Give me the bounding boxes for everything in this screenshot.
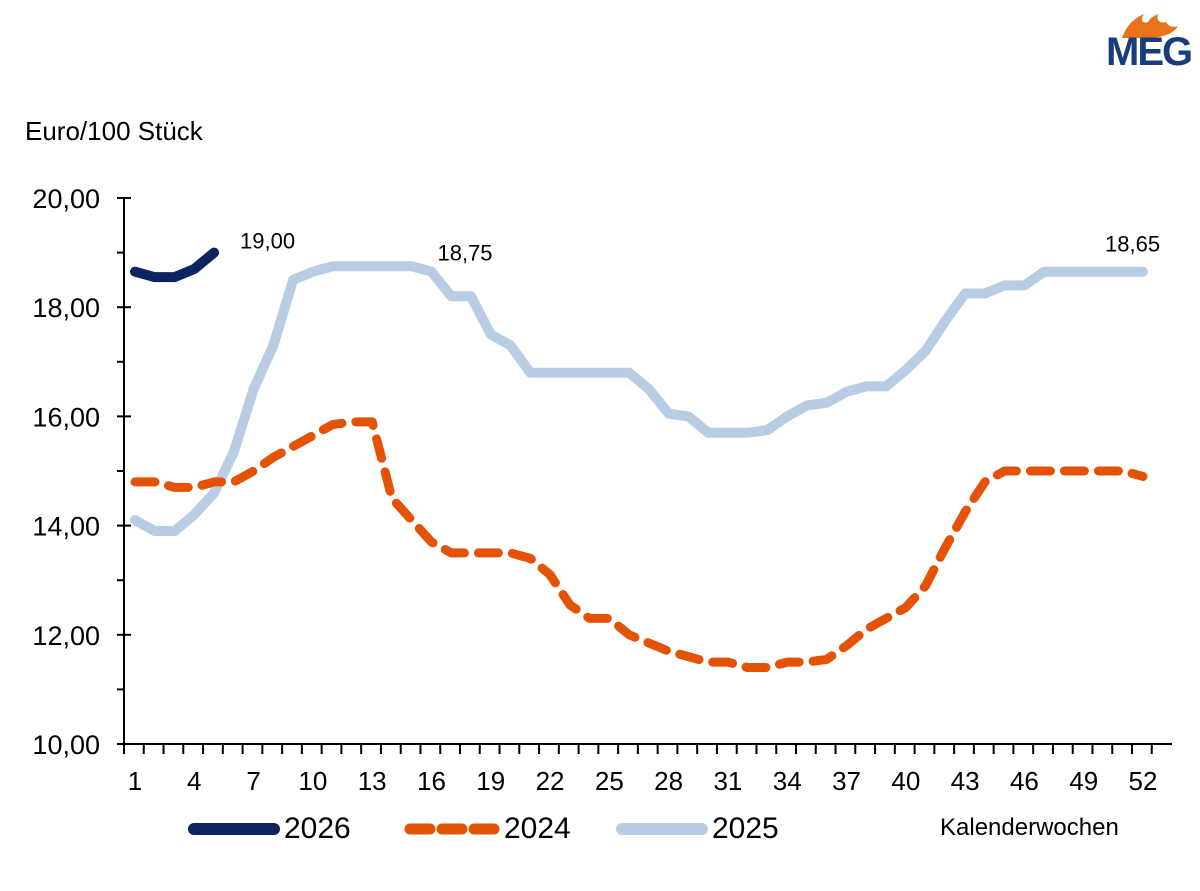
y-axis-unit-label: Euro/100 Stück (25, 116, 203, 146)
series-line-2026 (130, 247, 220, 283)
x-tick-label: 34 (773, 766, 802, 796)
y-axis-ticks: 10,00 12,00 14,00 16,00 18,00 20,00 (32, 184, 131, 760)
x-tick-label: 25 (595, 766, 624, 796)
x-axis-label: Kalenderwochen (940, 814, 1119, 841)
x-tick-label: 40 (891, 766, 920, 796)
x-tick-label: 31 (713, 766, 742, 796)
legend-swatch-2026 (188, 823, 280, 835)
data-label-2025: 18,75 (437, 240, 492, 265)
y-tick-label: 10,00 (32, 730, 100, 760)
data-label-2025: 18,65 (1105, 232, 1160, 257)
flame-icon (1122, 14, 1178, 38)
y-tick-label: 12,00 (32, 621, 100, 651)
data-label-2026: 19,00 (240, 229, 295, 254)
x-tick-label: 49 (1069, 766, 1098, 796)
series-line-2024 (130, 417, 1148, 673)
legend-label-2025: 2025 (712, 812, 779, 845)
x-tick-label: 28 (654, 766, 683, 796)
legend: 2026 2024 2025 (0, 812, 1200, 852)
legend-label-2026: 2026 (284, 812, 351, 845)
x-tick-label: 46 (1010, 766, 1039, 796)
y-tick-label: 16,00 (32, 402, 100, 432)
x-tick-label: 19 (476, 766, 505, 796)
y-tick-label: 18,00 (32, 293, 100, 323)
data-labels: 19,00 18,75 18,65 (240, 229, 1160, 266)
series-line-2025 (130, 261, 1148, 537)
logo-text: MEG (1106, 30, 1193, 74)
legend-item-2025: 2025 (616, 812, 779, 846)
x-tick-label: 4 (187, 766, 201, 796)
legend-item-2026: 2026 (188, 812, 351, 846)
legend-swatch-2024 (404, 823, 500, 835)
x-tick-label: 22 (536, 766, 565, 796)
x-tick-label: 43 (951, 766, 980, 796)
x-tick-label: 7 (246, 766, 260, 796)
series-lines (130, 247, 1148, 673)
legend-label-2024: 2024 (504, 812, 571, 845)
legend-item-2024: 2024 (404, 812, 571, 846)
y-tick-label: 20,00 (32, 184, 100, 214)
x-tick-label: 52 (1129, 766, 1158, 796)
meg-logo: MEG (1100, 8, 1200, 78)
y-tick-label: 14,00 (32, 512, 100, 542)
x-tick-label: 1 (128, 766, 142, 796)
x-tick-label: 37 (832, 766, 861, 796)
x-axis-ticks: 1 4 7 10 13 16 19 22 25 28 31 34 37 40 43 46 49 52 (123, 744, 1158, 796)
x-tick-label: 13 (358, 766, 387, 796)
legend-swatch-2025 (616, 823, 708, 835)
x-tick-label: 10 (298, 766, 327, 796)
x-tick-label: 16 (417, 766, 446, 796)
